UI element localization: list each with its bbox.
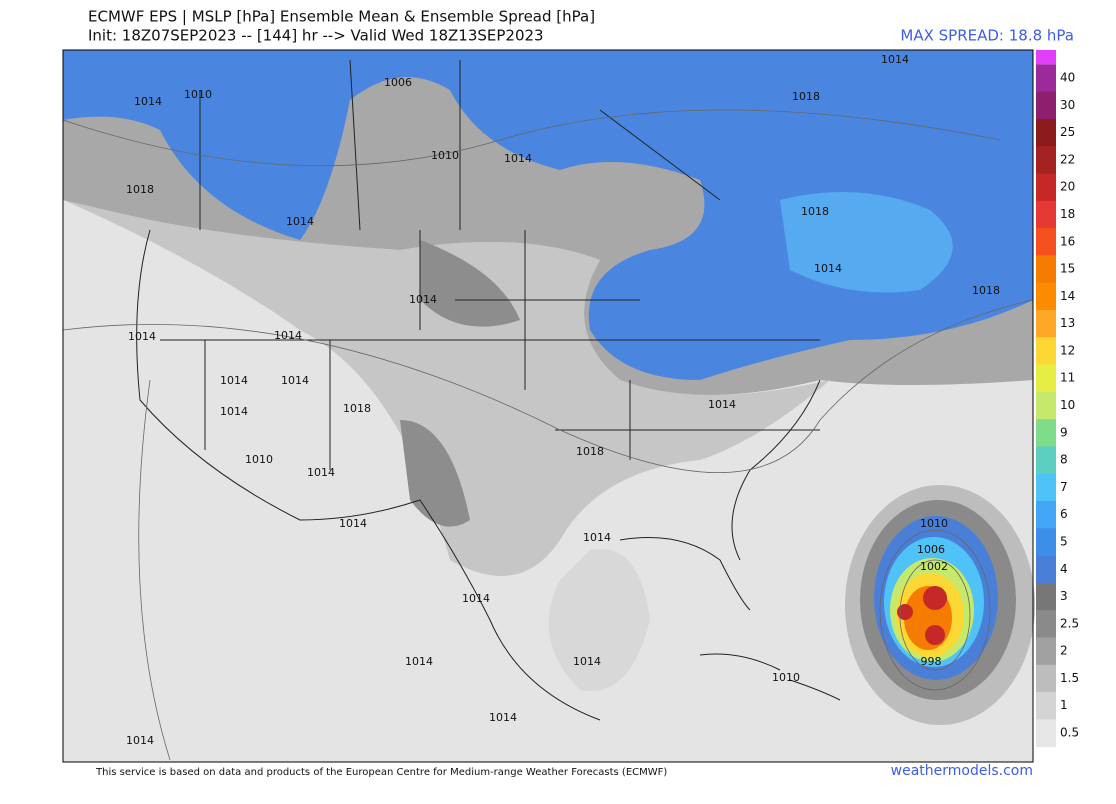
contour-label: 1014 (128, 330, 156, 343)
colorbar-label: 30 (1060, 98, 1075, 112)
contour-label: 1014 (274, 329, 302, 342)
contour-label: 1002 (920, 560, 948, 573)
colorbar-segment (1036, 446, 1056, 475)
colorbar-segment (1036, 719, 1056, 748)
colorbar-label: 1 (1060, 698, 1068, 712)
contour-label: 1014 (814, 262, 842, 275)
contour-label: 1014 (583, 531, 611, 544)
contour-label: 1010 (431, 149, 459, 162)
colorbar-label: 40 (1060, 71, 1075, 85)
colorbar-label: 6 (1060, 507, 1068, 521)
colorbar-label: 12 (1060, 343, 1075, 357)
colorbar-label: 0.5 (1060, 726, 1079, 740)
colorbar-segment (1036, 64, 1056, 93)
colorbar-label: 18 (1060, 207, 1075, 221)
colorbar-segment (1036, 364, 1056, 393)
contour-label: 1014 (220, 405, 248, 418)
colorbar-segment (1036, 255, 1056, 284)
contour-label: 1014 (462, 592, 490, 605)
colorbar-label: 20 (1060, 180, 1075, 194)
colorbar-label: 7 (1060, 480, 1068, 494)
colorbar-label: 4 (1060, 562, 1068, 576)
title: ECMWF EPS | MSLP [hPa] Ensemble Mean & E… (88, 8, 595, 26)
subtitle: Init: 18Z07SEP2023 -- [144] hr --> Valid… (88, 27, 544, 45)
colorbar-segment (1036, 473, 1056, 502)
colorbar-label: 5 (1060, 534, 1068, 548)
colorbar-label: 15 (1060, 262, 1075, 276)
contour-label: 1014 (504, 152, 532, 165)
colorbar-label: 22 (1060, 152, 1075, 166)
colorbar-segment (1036, 146, 1056, 175)
contour-label: 1014 (126, 734, 154, 747)
contour-label: 1014 (134, 95, 162, 108)
contour-label: 1018 (972, 284, 1000, 297)
colorbar-label: 8 (1060, 453, 1068, 467)
max-spread: MAX SPREAD: 18.8 hPa (900, 27, 1074, 45)
contour-label: 1010 (920, 517, 948, 530)
colorbar-segment (1036, 228, 1056, 256)
contour-label: 1014 (489, 711, 517, 724)
contour-label: 1018 (343, 402, 371, 415)
contour-label: 1018 (576, 445, 604, 458)
contour-label: 1018 (801, 205, 829, 218)
contour-label: 1018 (792, 90, 820, 103)
colorbar-top (1036, 50, 1056, 65)
colorbar-label: 13 (1060, 316, 1075, 330)
colorbar-label: 10 (1060, 398, 1075, 412)
contour-label: 1014 (409, 293, 437, 306)
map (62, 49, 1035, 763)
colorbar-label: 1.5 (1060, 671, 1079, 685)
contour-label: 998 (921, 655, 942, 668)
colorbar-segment (1036, 555, 1056, 584)
colorbar-segment (1036, 528, 1056, 557)
colorbar-label: 2.5 (1060, 616, 1079, 630)
contour-label: 1014 (881, 53, 909, 66)
contour-label: 1010 (772, 671, 800, 684)
contour-label: 1006 (384, 76, 412, 89)
colorbar-label: 11 (1060, 371, 1075, 385)
contour-label: 1014 (339, 517, 367, 530)
colorbar-segment (1036, 282, 1056, 311)
colorbar-label: 2 (1060, 644, 1068, 658)
colorbar-label: 3 (1060, 589, 1068, 603)
contour-label: 1014 (220, 374, 248, 387)
colorbar-label: 16 (1060, 234, 1075, 248)
colorbar-segment (1036, 118, 1056, 147)
colorbar-segment (1036, 610, 1056, 638)
colorbar-label: 14 (1060, 289, 1075, 303)
colorbar-segment (1036, 391, 1056, 420)
colorbar-segment (1036, 419, 1056, 447)
colorbar-segment (1036, 200, 1056, 229)
contour-label: 1014 (708, 398, 736, 411)
contour-label: 1014 (307, 466, 335, 479)
contour-label: 1014 (405, 655, 433, 668)
colorbar-segment (1036, 309, 1056, 338)
colorbar-segment (1036, 337, 1056, 366)
colorbar-segment (1036, 173, 1056, 202)
colorbar-label: 25 (1060, 125, 1075, 139)
contour-label: 1010 (184, 88, 212, 101)
colorbar-segment (1036, 664, 1056, 693)
contour-label: 1006 (917, 543, 945, 556)
contour-label: 1014 (286, 215, 314, 228)
colorbar-segment (1036, 501, 1056, 529)
site-link[interactable]: weathermodels.com (891, 763, 1033, 779)
colorbar-label: 9 (1060, 425, 1068, 439)
contour-label: 1018 (126, 183, 154, 196)
contour-label: 1014 (573, 655, 601, 668)
footer-notice: This service is based on data and produc… (95, 767, 667, 778)
contour-label: 1010 (245, 453, 273, 466)
colorbar-segment (1036, 637, 1056, 666)
colorbar-segment (1036, 692, 1056, 720)
contour-label: 1014 (281, 374, 309, 387)
colorbar-segment (1036, 91, 1056, 120)
colorbar-segment (1036, 582, 1056, 611)
